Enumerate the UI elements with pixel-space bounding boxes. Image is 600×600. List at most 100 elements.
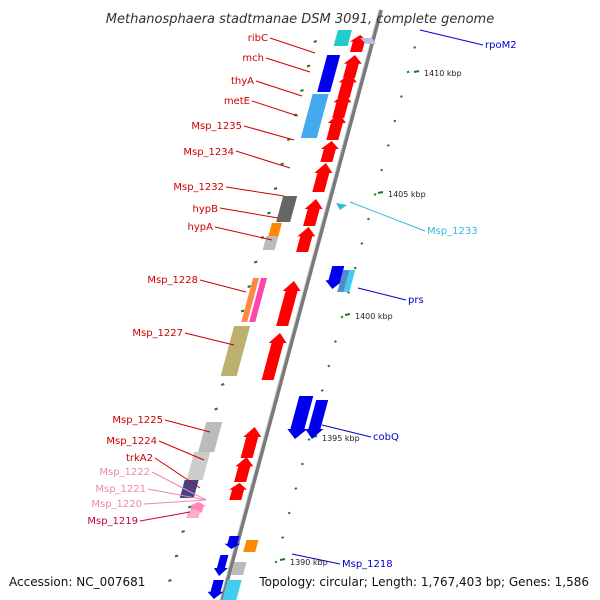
position-tick xyxy=(344,313,351,316)
tick-mark xyxy=(300,462,304,466)
forward-gene-arrow xyxy=(234,457,254,482)
gene-label-Msp_1220[interactable]: Msp_1220 xyxy=(91,499,142,510)
leader-line xyxy=(357,287,407,301)
gene-box-Msp_1228-a xyxy=(241,278,260,322)
gene-arrow-cobQ-1 xyxy=(287,396,314,439)
tick-mark xyxy=(306,64,311,68)
gene-arrow-Msp_1233 xyxy=(336,203,347,210)
position-tick xyxy=(413,70,420,73)
gene-label-Msp_1234[interactable]: Msp_1234 xyxy=(183,147,234,158)
gene-box-Msp_1227 xyxy=(220,326,251,376)
forward-gene-arrow xyxy=(240,427,262,458)
genome-backbone xyxy=(220,9,383,600)
tick-mark xyxy=(386,144,390,147)
tick-mark xyxy=(313,40,317,43)
leader-line xyxy=(291,553,341,565)
tick-mark xyxy=(253,260,258,264)
gene-label-Msp_1219[interactable]: Msp_1219 xyxy=(87,516,138,527)
leader-line xyxy=(225,186,285,197)
gene-box-Msp_1228-b xyxy=(249,278,268,322)
gene-label-Msp_1228[interactable]: Msp_1228 xyxy=(147,275,198,286)
gene-label-Msp_1225[interactable]: Msp_1225 xyxy=(112,415,163,426)
position-tick xyxy=(377,191,384,194)
leader-line xyxy=(184,332,235,346)
gene-arrow-lower-1 xyxy=(213,555,229,576)
forward-gene-arrow xyxy=(337,73,357,98)
leader-line xyxy=(269,37,316,54)
gene-label-cobQ[interactable]: cobQ xyxy=(373,432,399,443)
gene-box-ribC xyxy=(333,30,352,46)
tick-mark xyxy=(334,340,337,343)
tick-mark xyxy=(220,383,225,386)
tick-mark xyxy=(281,536,285,539)
leader-line xyxy=(151,471,207,501)
tick-mark xyxy=(320,389,324,392)
leader-line xyxy=(419,29,484,46)
leader-line xyxy=(143,499,207,505)
tick-mark xyxy=(327,364,331,368)
forward-gene-arrow xyxy=(296,227,316,252)
gene-box-metE xyxy=(300,94,329,138)
gene-label-rpoM2[interactable]: rpoM2 xyxy=(485,40,517,51)
leader-line xyxy=(164,419,211,433)
leader-line xyxy=(251,100,299,117)
leader-line xyxy=(147,488,207,501)
leader-line xyxy=(158,440,205,461)
gene-arrow-Msp_1218 xyxy=(224,536,241,549)
gene-arrow-rpoM2 xyxy=(360,38,376,44)
gene-label-mch[interactable]: mch xyxy=(242,53,264,64)
gene-box-hypB xyxy=(276,196,298,222)
forward-gene-arrow xyxy=(332,93,352,118)
gene-label-Msp_1232[interactable]: Msp_1232 xyxy=(173,182,224,193)
forward-gene-arrow xyxy=(276,281,301,326)
label-leaders xyxy=(139,29,484,565)
gene-label-Msp_1222[interactable]: Msp_1222 xyxy=(99,467,150,478)
gene-label-hypA[interactable]: hypA xyxy=(188,222,214,233)
leader-line xyxy=(321,424,372,438)
gene-label-prs[interactable]: prs xyxy=(408,295,424,306)
gene-label-hypB[interactable]: hypB xyxy=(193,204,219,215)
accession-text: Accession: NC_007681 xyxy=(9,575,145,589)
genome-backbone-highlight xyxy=(219,9,380,600)
tick-mark xyxy=(287,511,291,515)
gene-label-metE[interactable]: metE xyxy=(224,96,250,107)
gene-label-ribC[interactable]: ribC xyxy=(248,33,268,44)
tick-mark xyxy=(373,193,377,196)
gene-label-trkA2[interactable]: trkA2 xyxy=(126,453,153,464)
gene-label-Msp_1227[interactable]: Msp_1227 xyxy=(132,328,183,339)
tick-mark xyxy=(307,438,311,441)
gene-box-lower-3 xyxy=(222,580,242,600)
gene-label-Msp_1218[interactable]: Msp_1218 xyxy=(342,559,393,570)
position-label: 1395 kbp xyxy=(322,434,360,443)
tick-mark xyxy=(174,554,179,558)
gene-arrow-prs xyxy=(325,266,345,289)
gene-label-Msp_1235[interactable]: Msp_1235 xyxy=(191,121,242,132)
gene-label-thyA[interactable]: thyA xyxy=(231,76,254,87)
tick-mark xyxy=(181,530,185,533)
gene-label-Msp_1224[interactable]: Msp_1224 xyxy=(106,436,157,447)
gene-box-mch xyxy=(317,55,341,92)
tick-mark xyxy=(406,70,410,74)
gene-arrow-cobQ-2 xyxy=(305,400,329,439)
tick-mark xyxy=(240,309,245,313)
gene-box-hypA xyxy=(267,223,282,238)
gene-arrow-Msp_1221 xyxy=(184,509,203,518)
tick-mark xyxy=(273,187,278,190)
gene-box-prs-3 xyxy=(343,270,356,292)
tick-mark xyxy=(247,285,251,288)
leader-line xyxy=(219,207,279,219)
gene-box-Msp_1224 xyxy=(186,452,211,480)
tick-mark xyxy=(367,217,370,221)
leader-line xyxy=(199,279,247,293)
gene-label-Msp_1233[interactable]: Msp_1233 xyxy=(427,226,478,237)
forward-gene-arrow xyxy=(312,163,333,192)
tick-mark xyxy=(280,162,284,166)
accession-backdrop xyxy=(0,572,160,592)
leader-line xyxy=(154,457,201,489)
gene-label-Msp_1221[interactable]: Msp_1221 xyxy=(95,484,146,495)
tick-mark xyxy=(340,315,344,319)
gene-box-lower-2 xyxy=(231,562,247,575)
gene-arrow-Msp_1222 xyxy=(188,502,207,512)
leader-line xyxy=(265,57,311,73)
forward-gene-arrow xyxy=(349,35,368,52)
